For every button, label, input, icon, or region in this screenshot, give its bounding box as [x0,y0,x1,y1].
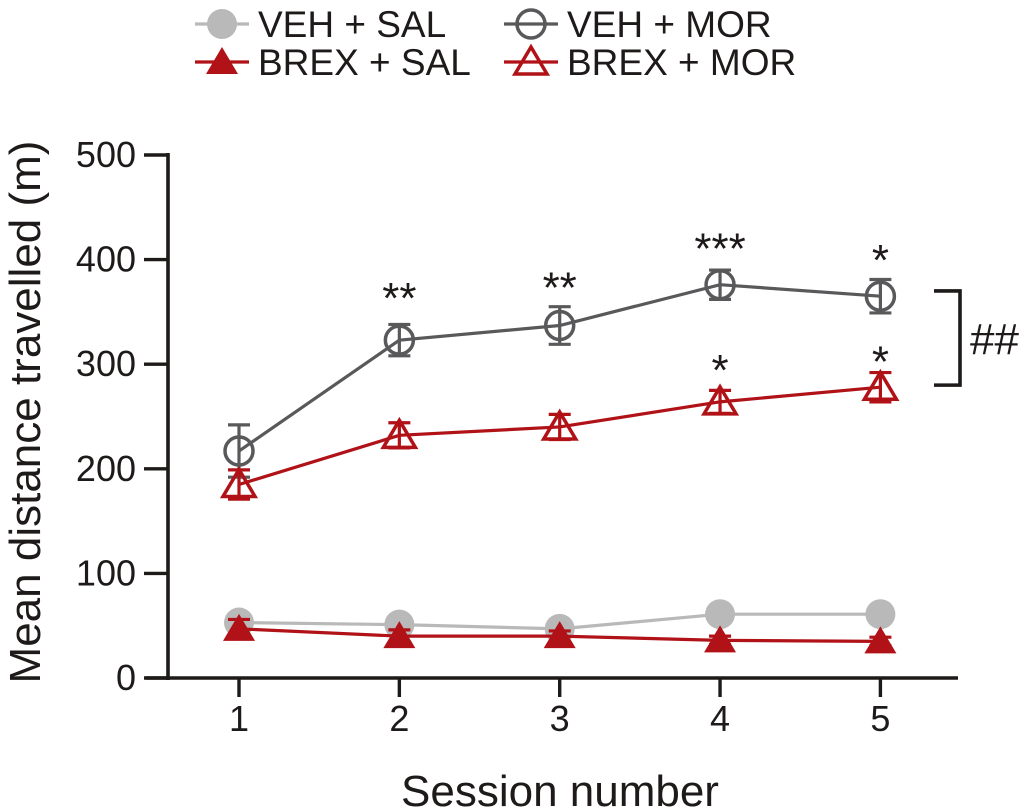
y-tick-label: 400 [76,239,136,280]
x-tick-label: 5 [870,698,890,739]
axes: 0 100 200 300 400 500 1 2 3 4 5 [76,134,958,739]
legend-label: BREX + MOR [567,42,796,83]
x-axis-title: Session number [401,767,719,811]
annotations: ** ******** ## [382,225,1019,395]
data-point-marker [704,625,737,653]
data-point-marker [540,408,579,441]
y-tick-label: 300 [76,343,136,384]
legend-marker-veh-mor [515,8,547,40]
data-point-marker [704,268,736,301]
data-point-marker [543,309,576,342]
y-axis-title: Mean distance travelled (m) [1,141,50,684]
data-point-marker [864,626,897,654]
significance-mark: ** [543,263,577,312]
y-tick-label: 200 [76,448,136,489]
significance-mark: * [711,346,728,395]
data-point-marker [865,599,896,630]
x-tick-label: 1 [229,698,249,739]
significance-mark: * [872,236,889,285]
significance-mark: ** [382,274,416,323]
y-tick-label: 0 [116,657,136,698]
series-brex-mor [219,368,900,501]
legend-marker-veh-sal [207,9,237,39]
data-point-marker [705,599,736,630]
legend-item-veh-sal: VEH + SAL [195,4,446,45]
legend-label: VEH + SAL [258,4,446,45]
legend: VEH + SAL VEH + MOR BREX + SAL BREX + MOR [195,4,796,83]
data-point-marker [383,621,416,649]
data-point-marker [543,621,576,649]
data-point-marker [383,324,416,356]
data-series [219,268,900,654]
legend-item-brex-sal: BREX + SAL [195,42,471,83]
data-point-marker [380,416,419,450]
comparison-bracket [934,289,962,387]
legend-marker-brex-sal [206,47,238,74]
x-tick-label: 3 [550,698,570,739]
legend-label: VEH + MOR [567,4,772,45]
data-point-marker [223,435,255,467]
data-point-marker [861,368,900,401]
data-point-marker [219,466,259,499]
bracket-label: ## [970,315,1019,364]
legend-marker-brex-mor [511,43,551,76]
legend-item-brex-mor: BREX + MOR [504,42,796,83]
data-point-marker [223,613,255,641]
x-tick-label: 4 [710,698,730,739]
data-point-marker [864,280,897,312]
significance-mark: *** [694,225,745,274]
y-tick-label: 100 [76,552,136,593]
significance-mark: * [872,338,889,387]
legend-label: BREX + SAL [258,42,471,83]
data-point-marker [700,383,740,416]
x-tick-label: 2 [389,698,409,739]
error-bar [869,277,892,315]
y-tick-label: 500 [76,134,136,175]
series-brex-sal [223,613,897,654]
legend-item-veh-mor: VEH + MOR [504,4,772,45]
